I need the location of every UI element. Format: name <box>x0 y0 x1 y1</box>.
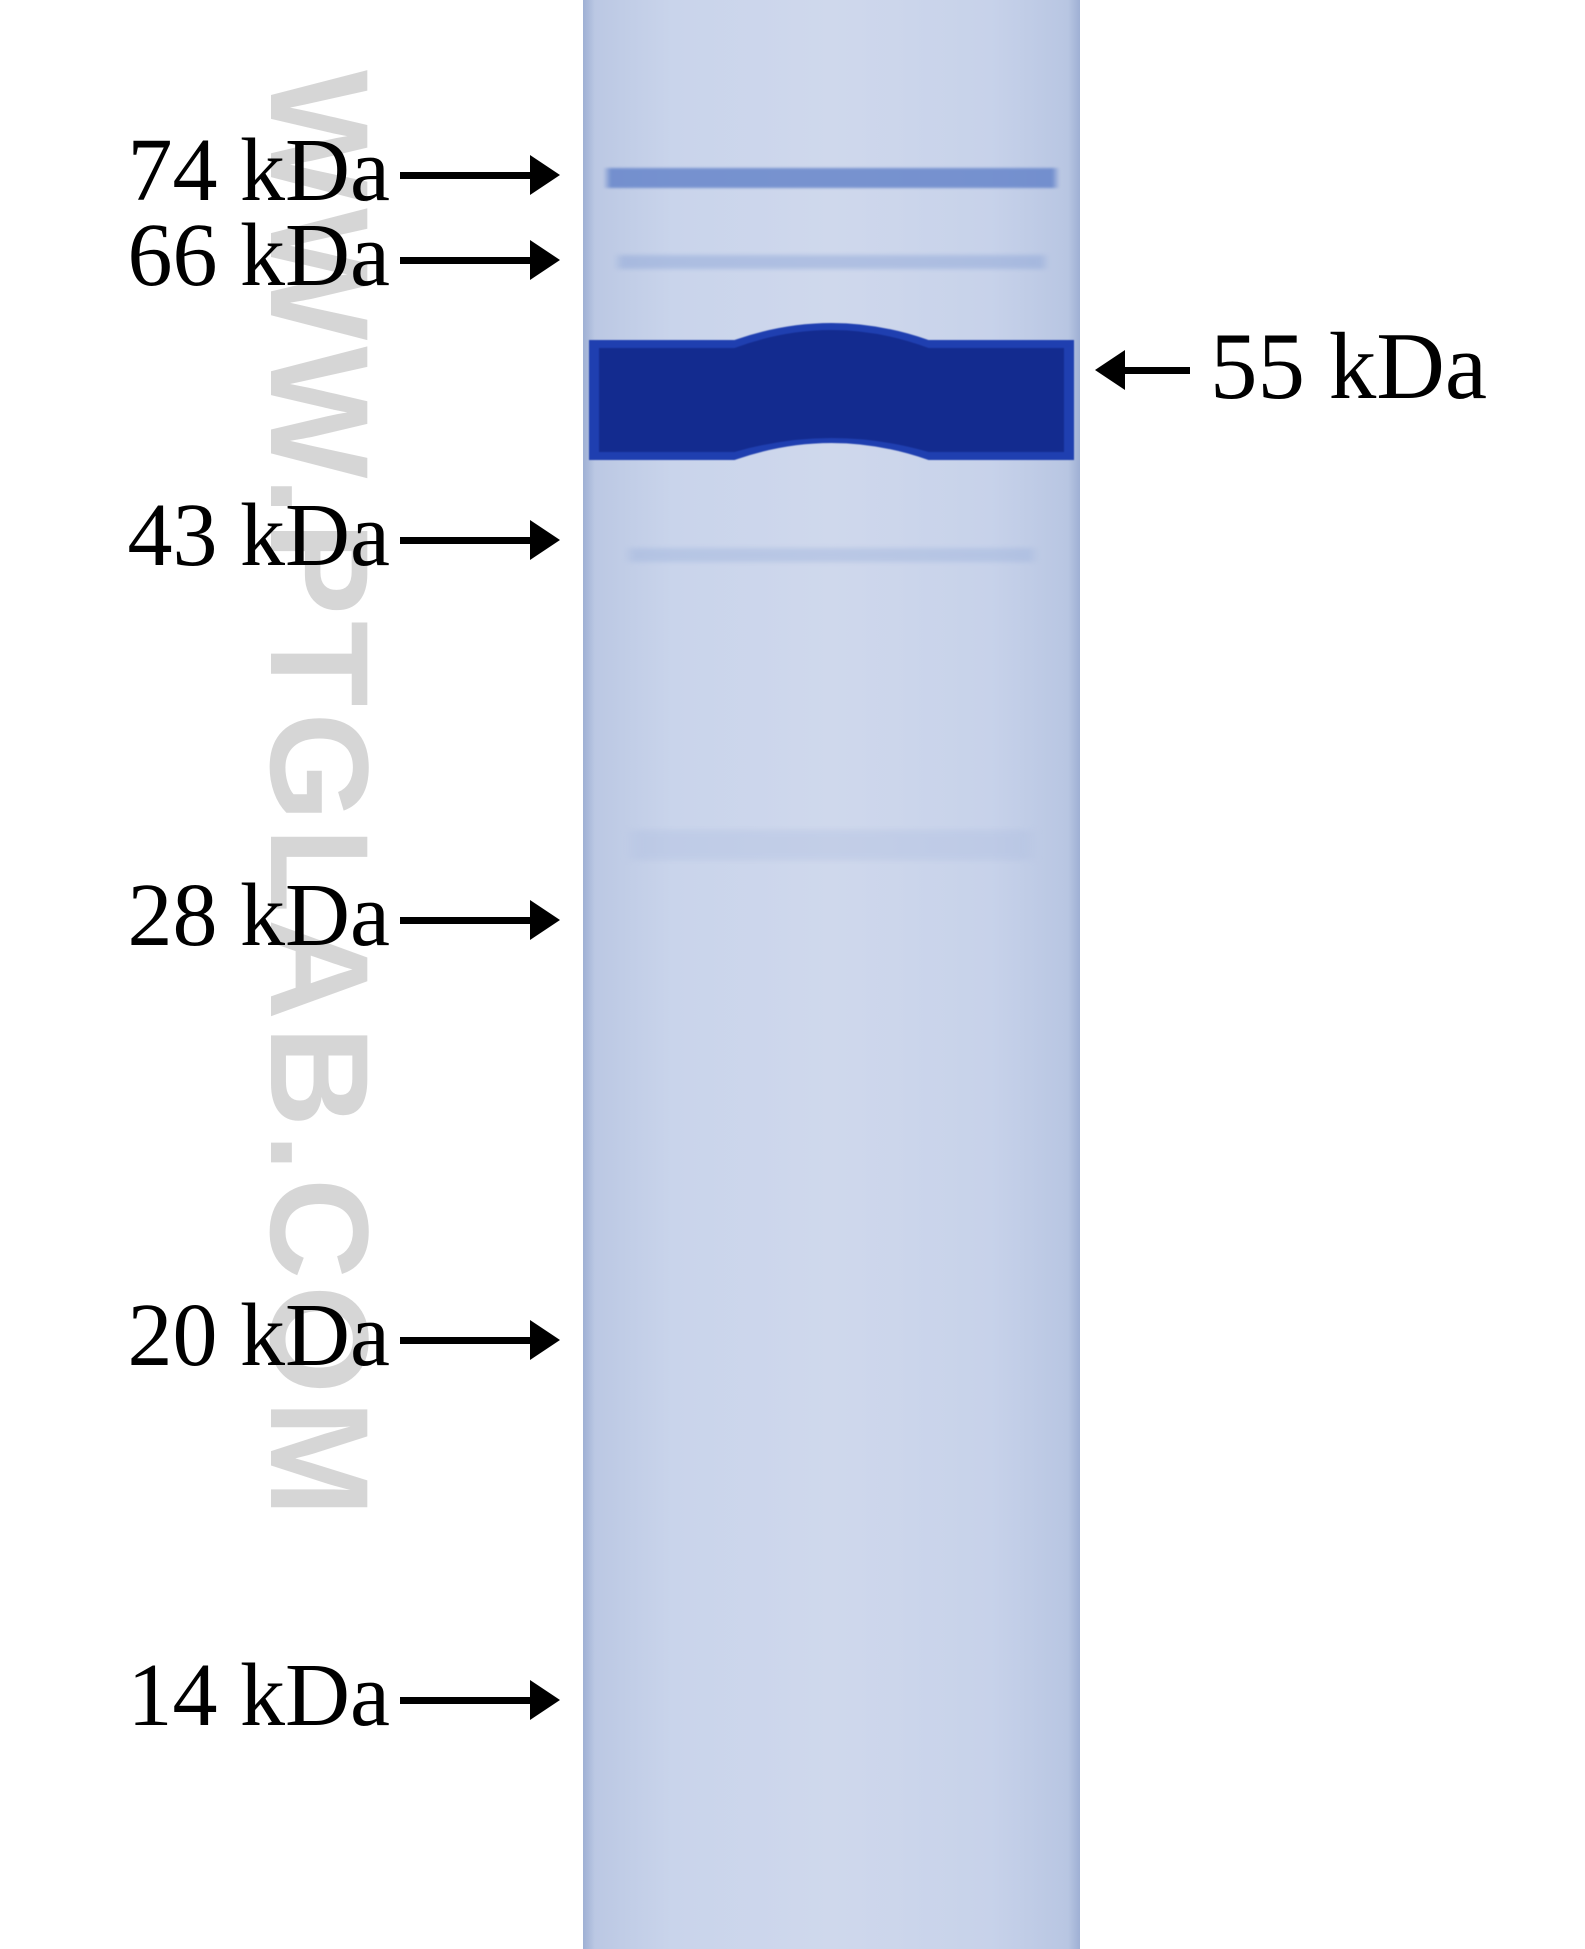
marker-label-left-5: 14 kDa <box>0 1644 390 1747</box>
marker-arrow-left-2-head <box>530 520 560 560</box>
band-30kda-faint <box>623 830 1040 860</box>
marker-arrow-left-3-shaft <box>400 917 530 924</box>
marker-arrow-left-3-head <box>530 900 560 940</box>
marker-arrow-left-5-shaft <box>400 1697 530 1704</box>
marker-arrow-left-1-head <box>530 240 560 280</box>
band-43kda-faint <box>623 548 1040 562</box>
lane-left-edge <box>583 0 595 1949</box>
lane-right-edge <box>1068 0 1080 1949</box>
marker-label-left-4: 20 kDa <box>0 1284 390 1387</box>
marker-arrow-left-4-head <box>530 1320 560 1360</box>
marker-arrow-left-2 <box>400 537 560 544</box>
marker-label-left-1: 66 kDa <box>0 204 390 307</box>
band-55kda-main <box>589 306 1074 494</box>
marker-arrow-left-3 <box>400 917 560 924</box>
marker-arrow-right-head <box>1095 350 1125 390</box>
marker-label-left-2: 43 kDa <box>0 484 390 587</box>
marker-arrow-left-1 <box>400 257 560 264</box>
marker-arrow-left-4 <box>400 1337 560 1344</box>
marker-arrow-left-4-shaft <box>400 1337 530 1344</box>
band-74kda <box>603 168 1060 188</box>
marker-arrow-left-0 <box>400 172 560 179</box>
marker-arrow-left-1-shaft <box>400 257 530 264</box>
marker-arrow-left-0-shaft <box>400 172 530 179</box>
marker-label-right: 55 kDa <box>1210 311 1487 421</box>
marker-arrow-left-0-head <box>530 155 560 195</box>
marker-label-left-3: 28 kDa <box>0 864 390 967</box>
marker-arrow-left-2-shaft <box>400 537 530 544</box>
gel-lane <box>583 0 1080 1949</box>
band-66kda-faint <box>613 255 1050 269</box>
marker-arrow-right-shaft <box>1125 367 1190 374</box>
gel-figure: WWW.PTGLAB.COM 74 kDa66 kDa43 kDa28 kDa2… <box>0 0 1585 1949</box>
marker-arrow-right <box>1095 367 1190 374</box>
marker-arrow-left-5-head <box>530 1680 560 1720</box>
marker-arrow-left-5 <box>400 1697 560 1704</box>
